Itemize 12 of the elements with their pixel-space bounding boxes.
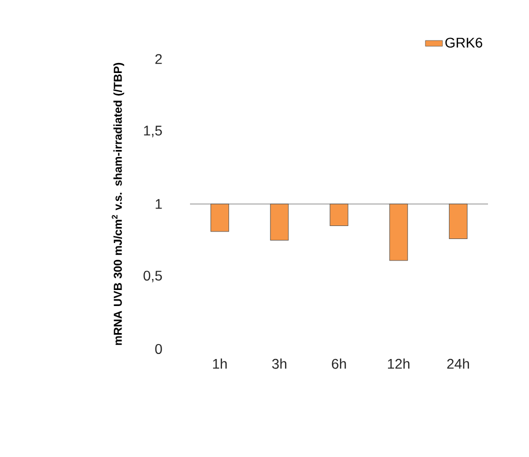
y-axis-title: mRNA UVB 300 mJ/cm$^{2}$ v.s. sham-irradiated (/TBP): [112, 62, 124, 345]
x-tick-label: 1h: [213, 358, 227, 369]
y-tick-label: 0,5: [144, 270, 162, 282]
y-tick-label: 1,5: [144, 126, 162, 138]
x-tick-label: 3h: [272, 358, 286, 369]
y-tick-label: 0: [155, 344, 162, 354]
y-tick-label: 2: [155, 54, 162, 64]
x-tick-label: 6h: [332, 358, 346, 369]
x-tick-label: 24h: [447, 358, 469, 369]
y-tick-label: 1: [156, 199, 162, 209]
legend-label: GRK6: [445, 38, 482, 48]
x-tick-label: 12h: [388, 358, 410, 369]
